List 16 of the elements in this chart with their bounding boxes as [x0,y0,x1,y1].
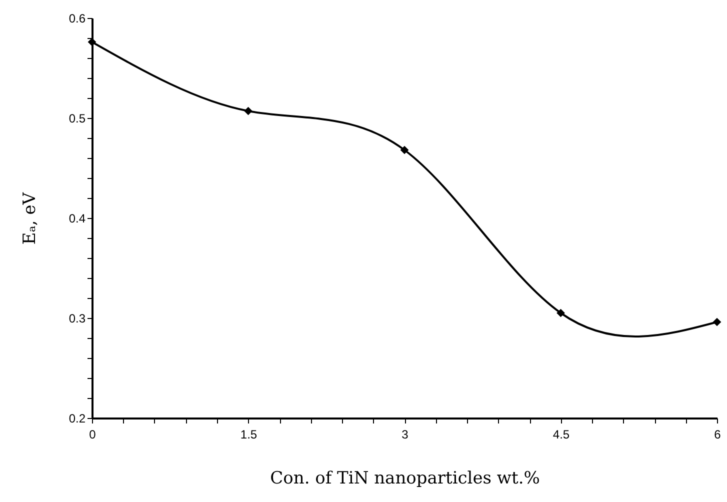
y-tick-label: 0.5 [68,112,86,126]
x-tick-label: 0 [89,428,96,442]
y-tick-label: 0.2 [68,412,86,426]
point [556,308,565,318]
x-tick-label: 3 [402,428,409,442]
y-tick-label: 0.4 [68,212,86,226]
point [244,106,252,116]
y-tick-label: 0.6 [68,12,86,26]
x-tick-label: 6 [714,428,722,442]
x-tick-label: 1.5 [240,428,258,442]
point [400,146,409,154]
x-tick-label: 4.5 [552,428,570,442]
x-axis-title: Con. of TiN nanoparticles wt.% [270,468,540,488]
y-axis-title: Eₐ, eV [20,192,40,245]
point [712,318,722,326]
y-tick-label: 0.3 [68,312,86,326]
